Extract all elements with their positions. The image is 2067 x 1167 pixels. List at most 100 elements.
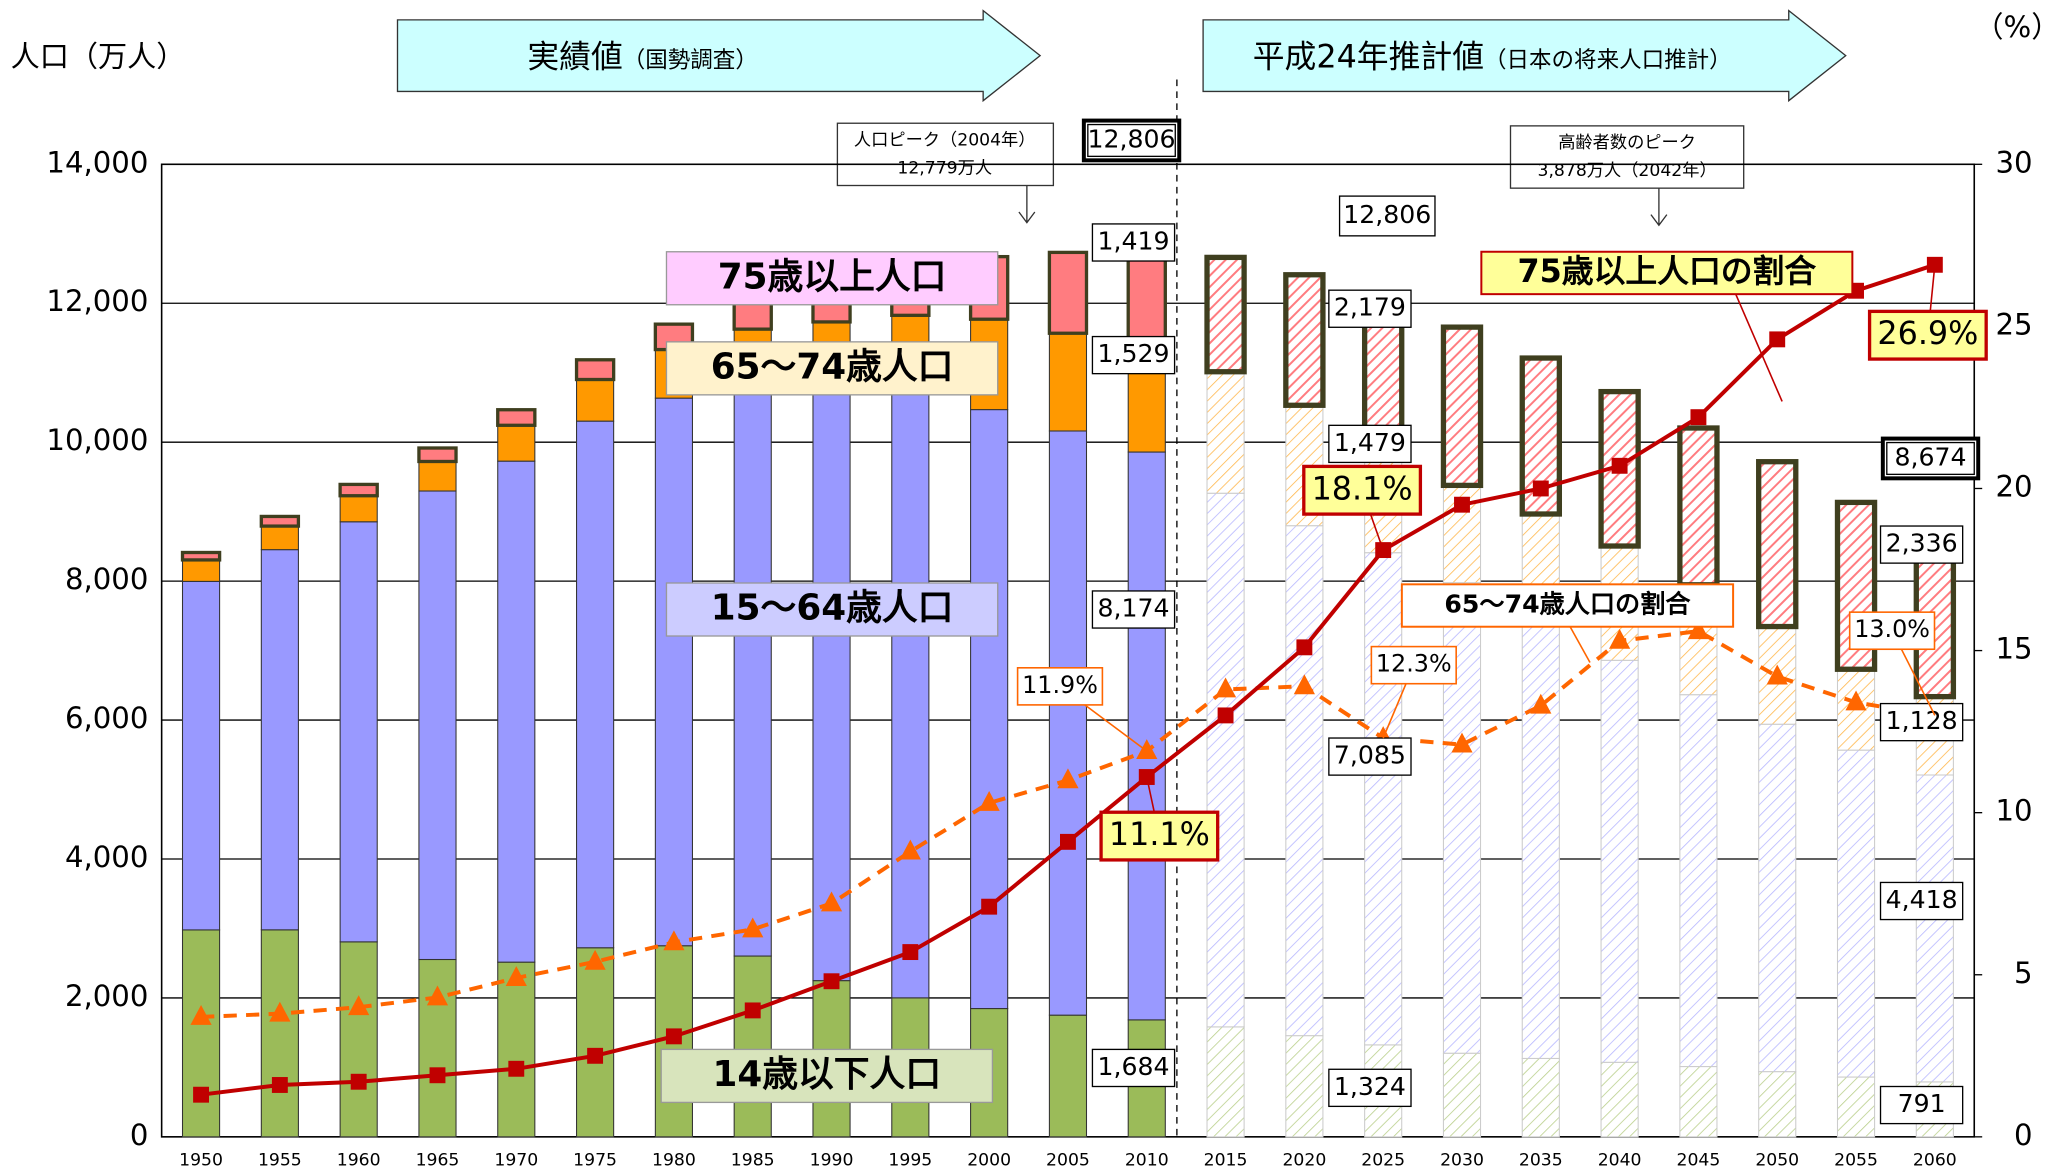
value-label: 12.3% [1376, 650, 1452, 678]
bar-segment [970, 409, 1009, 1010]
bar-segment [1440, 324, 1484, 489]
y2-tick-label: 5 [2014, 956, 2033, 990]
annotation: 人口ピーク（2004年） [854, 130, 1036, 150]
bar-segment [1677, 425, 1720, 588]
bar-segment [1206, 492, 1245, 1028]
x-tick-label: 2010 [1125, 1151, 1169, 1167]
marker [505, 966, 527, 986]
marker [820, 891, 843, 912]
annotation: 高齢者数のピーク [1558, 133, 1696, 153]
marker [1375, 542, 1392, 559]
value-label: 4,418 [1886, 885, 1958, 914]
value-label: 1,128 [1886, 706, 1958, 735]
y-tick-label: 4,000 [65, 840, 148, 874]
marker [190, 1004, 212, 1025]
bar-segment [576, 947, 615, 1138]
series-label-box [665, 251, 999, 306]
marker [1769, 331, 1786, 348]
value-label-box [1328, 1068, 1412, 1108]
y2-tick-label: 0 [2014, 1118, 2033, 1152]
y2-tick-label: 15 [1995, 632, 2032, 666]
bar-segment [891, 391, 930, 999]
x-tick-label: 1990 [810, 1151, 854, 1167]
leader [1735, 293, 1783, 402]
marker [1687, 619, 1710, 640]
value-label: 13.0% [1854, 615, 1930, 643]
bar-segment [1364, 552, 1403, 1046]
series-label: 15〜64歳人口 [711, 588, 954, 629]
marker [269, 1001, 291, 1022]
marker [1057, 768, 1079, 789]
x-tick-label: 2055 [1834, 1151, 1878, 1167]
annotation: 3,878万人（2042年） [1537, 161, 1716, 181]
value-label-box [1302, 464, 1423, 516]
annotation-arrow [1018, 185, 1036, 224]
bar-segment [497, 424, 536, 462]
bar-segment [1206, 371, 1245, 494]
y-tick-label: 8,000 [65, 562, 148, 596]
bar-segment [1600, 659, 1639, 1063]
bar-segment [339, 521, 378, 943]
annotation-box [836, 122, 1055, 187]
marker [1214, 677, 1237, 698]
header-arrow [1202, 9, 1847, 103]
x-tick-label: 1985 [731, 1151, 775, 1167]
value-label: 1,684 [1097, 1052, 1169, 1081]
value-label-box [1091, 1048, 1176, 1088]
annotation-arrow [1650, 188, 1668, 227]
y-axis-label: 人口（万人） [11, 39, 186, 73]
bar-segment [418, 460, 457, 492]
y2-tick-label: 25 [1995, 307, 2032, 341]
total-box-inner [1087, 123, 1176, 158]
bar-segment [733, 382, 772, 957]
bar-segment [574, 358, 616, 382]
total-label: 12,806 [1088, 124, 1176, 153]
bar-segment [1756, 459, 1799, 630]
bar-segment [576, 378, 615, 422]
marker [1296, 639, 1313, 656]
total-label: 12,806 [1343, 200, 1431, 229]
bar-segment [1126, 245, 1167, 348]
x-tick-label: 2000 [967, 1151, 1011, 1167]
x-tick-label: 2005 [1046, 1151, 1090, 1167]
x-tick-label: 2030 [1440, 1151, 1484, 1167]
series-label: 75歳以上人口 [718, 256, 947, 297]
marker [193, 1086, 210, 1103]
leader [1569, 626, 1591, 663]
bar-segment [654, 397, 693, 947]
series-label-box [1400, 583, 1735, 628]
value-label: 7,085 [1334, 741, 1406, 770]
y2-tick-label: 30 [1995, 145, 2032, 179]
value-label-box [1879, 1085, 1964, 1125]
marker [1217, 707, 1234, 724]
series-label-box [665, 341, 999, 396]
value-label: 11.1% [1109, 816, 1210, 853]
bar-segment [339, 941, 378, 1138]
value-label: 2,179 [1334, 293, 1406, 322]
x-tick-label: 1950 [179, 1151, 223, 1167]
series-label: 14歳以下人口 [712, 1054, 941, 1095]
value-label: 1,324 [1334, 1072, 1406, 1101]
bar-segment [1758, 1071, 1797, 1138]
header-right-main: 平成24年推計値 [1253, 38, 1484, 75]
x-tick-label: 2025 [1361, 1151, 1405, 1167]
marker [902, 944, 919, 961]
x-tick-label: 1975 [573, 1151, 617, 1167]
y-tick-label: 14,000 [46, 145, 148, 179]
bar-segment [259, 514, 301, 528]
value-label-box [1879, 702, 1964, 742]
x-tick-label: 2035 [1519, 1151, 1563, 1167]
value-label-box [1016, 667, 1104, 706]
bar-segment [1206, 1026, 1245, 1138]
x-tick-label: 2020 [1282, 1151, 1326, 1167]
bar-segment [1442, 1052, 1482, 1138]
bar-segment [181, 559, 221, 582]
bar-segment [1915, 774, 1954, 1083]
marker [1293, 674, 1315, 695]
header-left-sub: （国勢調査） [623, 47, 758, 73]
total-box-inner [1886, 441, 1975, 476]
bar-segment [417, 446, 458, 464]
value-label: 1,419 [1097, 226, 1169, 255]
bar-segment [181, 580, 221, 931]
